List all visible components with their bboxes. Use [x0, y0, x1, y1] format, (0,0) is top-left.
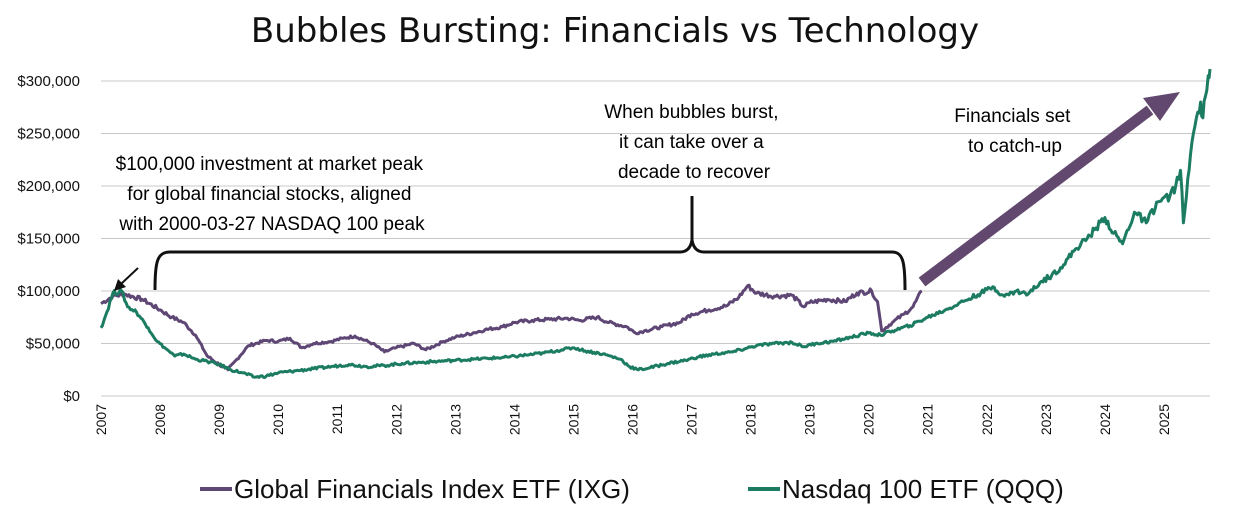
burst-annotation-line-3: decade to recover: [618, 162, 771, 183]
y-tick-label: $200,000: [17, 178, 80, 195]
y-tick-label: $50,000: [26, 336, 80, 353]
catchup-annotation: Financials set to catch-up: [954, 106, 1075, 157]
peak-annotation-line-1: $100,000 investment at market peak: [116, 154, 424, 175]
x-tick-label: 2012: [388, 404, 404, 435]
legend-label-qqq: Nasdaq 100 ETF (QQQ): [782, 474, 1064, 504]
y-tick-label: $300,000: [17, 73, 80, 90]
peak-annotation: $100,000 investment at market peak for g…: [116, 154, 429, 235]
peak-annotation-line-3: with 2000-03-27 NASDAQ 100 peak: [118, 214, 425, 235]
catchup-annotation-line-2: to catch-up: [968, 136, 1062, 157]
x-tick-label: 2025: [1156, 404, 1172, 435]
y-tick-label: $100,000: [17, 283, 80, 300]
x-tick-label: 2024: [1097, 404, 1113, 435]
x-axis-ticks: 2007 2008 2009 2010 2011 2012 2013 2014 2015 2016…: [93, 404, 1172, 435]
x-tick-label: 2007: [93, 404, 109, 435]
x-tick-label: 2011: [329, 404, 345, 434]
x-tick-label: 2016: [624, 404, 640, 435]
burst-annotation-line-1: When bubbles burst,: [604, 102, 778, 123]
y-tick-label: $0: [63, 388, 80, 405]
x-tick-label: 2015: [565, 404, 581, 435]
series-line-ixg: [100, 283, 923, 372]
x-tick-label: 2018: [743, 404, 759, 435]
x-tick-label: 2017: [684, 404, 700, 435]
x-tick-label: 2010: [270, 404, 286, 435]
legend: Global Financials Index ETF (IXG) Nasdaq…: [200, 474, 1064, 504]
legend-label-ixg: Global Financials Index ETF (IXG): [234, 474, 630, 504]
x-tick-label: 2008: [152, 404, 168, 435]
peak-pointer-arrowhead: [114, 279, 126, 291]
gridlines: [101, 80, 1210, 397]
x-tick-label: 2021: [920, 404, 936, 435]
decade-brace: [153, 239, 907, 291]
x-tick-label: 2020: [861, 404, 877, 435]
x-tick-label: 2014: [506, 404, 522, 435]
peak-annotation-line-2: for global financial stocks, aligned: [127, 184, 411, 205]
catchup-arrowhead: [1143, 92, 1180, 121]
series-line-qqq: [99, 68, 1212, 379]
peak-pointer-arrow: [120, 267, 139, 285]
x-tick-label: 2009: [211, 404, 227, 435]
x-tick-label: 2023: [1038, 404, 1054, 435]
y-axis-ticks: $0 $50,000 $100,000 $150,000 $200,000 $250,00…: [17, 73, 80, 405]
x-tick-label: 2022: [979, 404, 995, 435]
catchup-annotation-line-1: Financials set: [954, 106, 1071, 127]
x-tick-label: 2013: [447, 404, 463, 435]
y-tick-label: $150,000: [17, 231, 80, 248]
x-tick-label: 2019: [802, 404, 818, 435]
chart-title: Bubbles Bursting: Financials vs Technolo…: [251, 11, 979, 51]
series-lines: [99, 68, 1212, 379]
catchup-arrow-shaft: [918, 105, 1154, 287]
burst-annotation: When bubbles burst, it can take over a d…: [604, 102, 784, 183]
y-tick-label: $250,000: [17, 126, 80, 143]
burst-annotation-line-2: it can take over a: [619, 132, 764, 153]
annotations: $100,000 investment at market peak for g…: [116, 102, 1075, 235]
